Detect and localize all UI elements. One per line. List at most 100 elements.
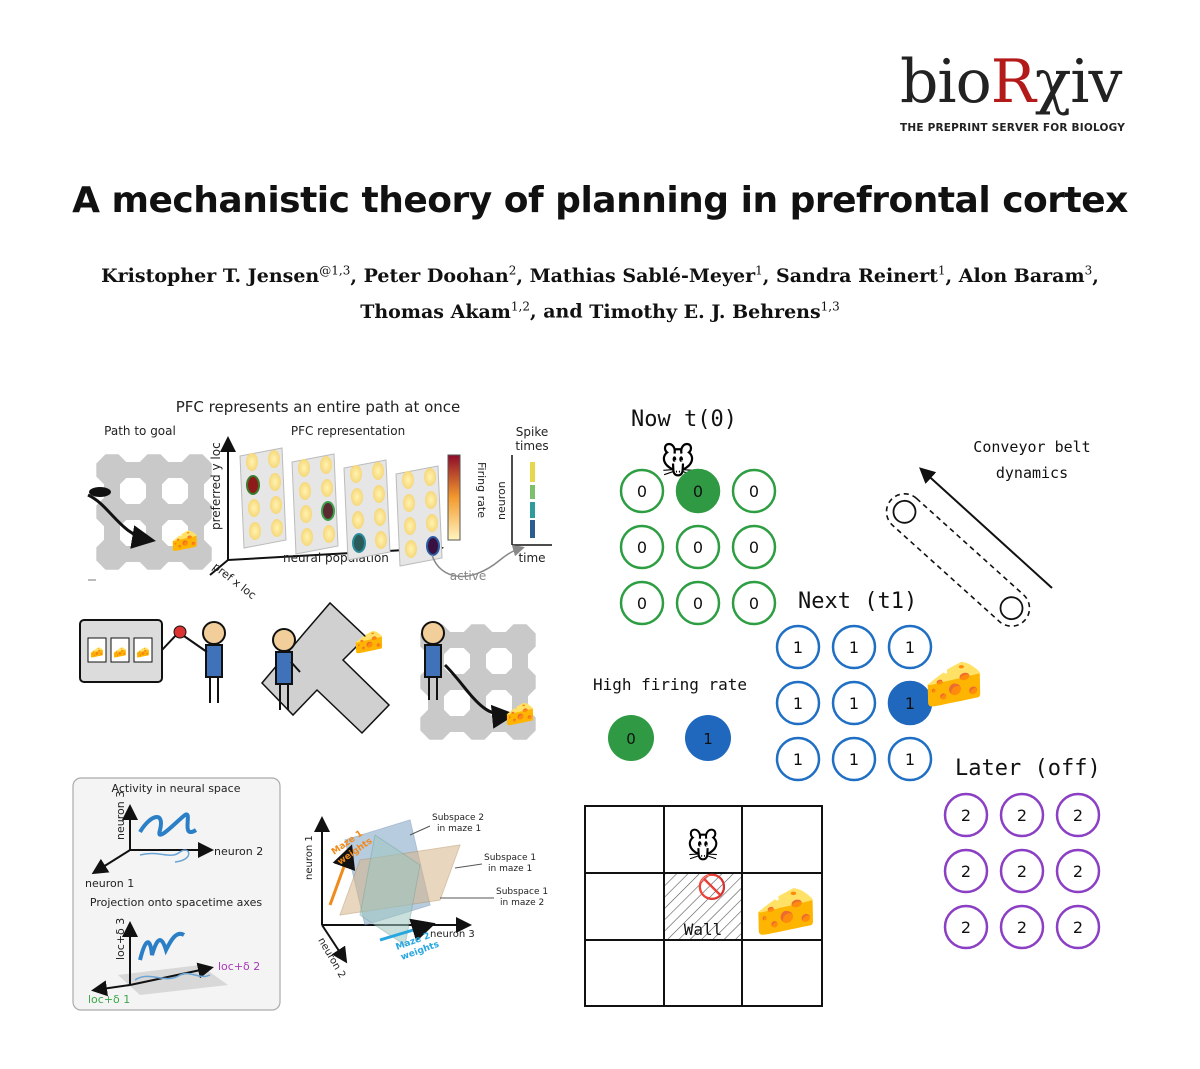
- t-maze: [260, 601, 391, 735]
- next-cell-label: 1: [905, 750, 915, 769]
- now-cell: [731, 468, 777, 514]
- now-cell-label: 0: [693, 538, 703, 557]
- later-cell-label: 2: [961, 806, 971, 825]
- biorxiv-logo: bioRχiv THE PREPRINT SERVER FOR BIOLOGY: [900, 52, 1150, 134]
- author: Peter Doohan2: [363, 264, 517, 288]
- wall-grid: 🐭 🚫 Wall 🧀: [584, 805, 823, 1007]
- svg-text:Subspace 1: Subspace 1: [484, 853, 536, 863]
- svg-text:neuron 2: neuron 2: [214, 845, 263, 858]
- mouse-icon: 🐭: [686, 828, 719, 866]
- next-cell-label: 1: [905, 638, 915, 657]
- later-cell-label: 2: [1017, 862, 1027, 881]
- now-cell-label: 0: [637, 594, 647, 613]
- next-grid: 1 1 1 1 1 1 1 1 1: [775, 624, 933, 782]
- later-cell-label: 2: [1017, 806, 1027, 825]
- next-cell-label: 1: [849, 638, 859, 657]
- later-grid: 2 2 2 2 2 2 2 2 2: [943, 792, 1101, 950]
- svg-text:0: 0: [626, 730, 636, 748]
- cheese-icon: 🧀: [171, 529, 198, 554]
- svg-text:1: 1: [703, 730, 713, 748]
- later-cell: [999, 792, 1045, 838]
- now-cell-label: 0: [749, 482, 759, 501]
- later-cell-label: 2: [961, 862, 971, 881]
- panel-tasks: 🧀 🧀 🧀 🧀 🧀: [79, 601, 536, 740]
- next-cell-label: 1: [793, 694, 803, 713]
- next-cell-label: 1: [849, 750, 859, 769]
- now-cell-label: 0: [749, 594, 759, 613]
- pfc-heading: PFC represents an entire path at once: [176, 398, 461, 416]
- person-figure-3: [421, 621, 445, 700]
- author: Kristopher T. Jensen@1,3: [101, 264, 351, 288]
- pref-x-label: pref x loc: [210, 560, 258, 602]
- author-list: Kristopher T. Jensen@1,3, Peter Doohan2,…: [101, 264, 1099, 323]
- svg-text:🧀: 🧀: [90, 646, 104, 659]
- later-cell-label: 2: [1017, 918, 1027, 937]
- now-cell: [675, 468, 721, 514]
- spike-label-2: times: [515, 439, 548, 453]
- svg-text:in maze 1: in maze 1: [488, 864, 532, 874]
- person-figure-1: [183, 621, 226, 703]
- later-cell: [999, 848, 1045, 894]
- now-cell-label: 0: [637, 538, 647, 557]
- svg-text:Subspace 1: Subspace 1: [496, 887, 548, 897]
- now-cell: [619, 524, 665, 570]
- panel-neural-space: Activity in neural space neuron 3 neuron…: [72, 777, 281, 1011]
- later-label: Later (off): [955, 756, 1101, 781]
- author: Thomas Akam1,2: [360, 299, 530, 323]
- path-arrow: [87, 493, 156, 549]
- next-cell: [775, 736, 821, 782]
- author: Timothy E. J. Behrens1,3: [589, 299, 840, 323]
- legend-blue-dot: [685, 715, 731, 761]
- svg-text:🧀: 🧀: [113, 646, 127, 659]
- projection-title: Projection onto spacetime axes: [90, 896, 262, 909]
- maze-grid: [96, 454, 212, 570]
- now-grid: 0 0 0 0 0 0 0 0 0: [619, 468, 777, 626]
- later-cell-label: 2: [1073, 862, 1083, 881]
- person-figure-2: [272, 628, 301, 710]
- active-arrow: [431, 544, 525, 577]
- next-cell-label: 1: [793, 750, 803, 769]
- later-cell-label: 2: [1073, 918, 1083, 937]
- now-cell: [675, 580, 721, 626]
- cheese-icon: 🧀: [755, 882, 817, 940]
- next-cell: [831, 680, 877, 726]
- lever-knob: [173, 625, 187, 639]
- paper-title: A mechanistic theory of planning in pref…: [72, 180, 1128, 221]
- panel-pfc-path: PFC represents an entire path at once Pa…: [87, 398, 552, 602]
- now-cell-label: 0: [693, 482, 703, 501]
- rat-icon: [89, 487, 111, 497]
- next-cell-label: 1: [849, 694, 859, 713]
- panel-sketch: Now t(0) 🐭 0 0 00 0 00 0 0 Next (t1) 1 1 11 1 11 1 1…: [584, 407, 1101, 1007]
- high-firing-label: High firing rate: [593, 675, 747, 694]
- later-cell: [1055, 792, 1101, 838]
- cheese-icon: 🧀: [354, 628, 384, 656]
- svg-text:in maze 1: in maze 1: [437, 824, 481, 834]
- next-cell: [831, 736, 877, 782]
- later-cell: [943, 904, 989, 950]
- next-cell: [831, 624, 877, 670]
- trajectory-3d: [138, 812, 198, 837]
- next-cell-label: 1: [793, 638, 803, 657]
- z-axis: [209, 559, 229, 576]
- now-cell-label: 0: [637, 482, 647, 501]
- maze-grid-2: [420, 624, 536, 740]
- wall-label: Wall: [684, 920, 723, 939]
- next-cell: [775, 680, 821, 726]
- svg-text:neuron 2: neuron 2: [315, 936, 347, 980]
- now-cell: [731, 524, 777, 570]
- time-label: time: [518, 551, 545, 565]
- author: Alon Baram3: [958, 264, 1093, 288]
- pref-y-label: preferred y loc: [209, 442, 223, 530]
- logo-wordmark: bioRχiv: [900, 47, 1122, 117]
- cheese-icon: 🧀: [505, 700, 535, 728]
- now-cell-label: 0: [749, 538, 759, 557]
- neuron-label: neuron: [495, 481, 508, 520]
- author: Mathias Sablé-Meyer1: [529, 264, 763, 288]
- now-cell: [619, 580, 665, 626]
- svg-text:Conveyor belt: Conveyor belt: [973, 438, 1090, 456]
- svg-text:in maze 2: in maze 2: [500, 898, 544, 908]
- svg-text:loc+δ 3: loc+δ 3: [114, 918, 127, 960]
- svg-text:loc+δ 1: loc+δ 1: [88, 993, 130, 1006]
- svg-text:dynamics: dynamics: [996, 464, 1068, 482]
- cheese-icon: 🧀: [924, 656, 984, 712]
